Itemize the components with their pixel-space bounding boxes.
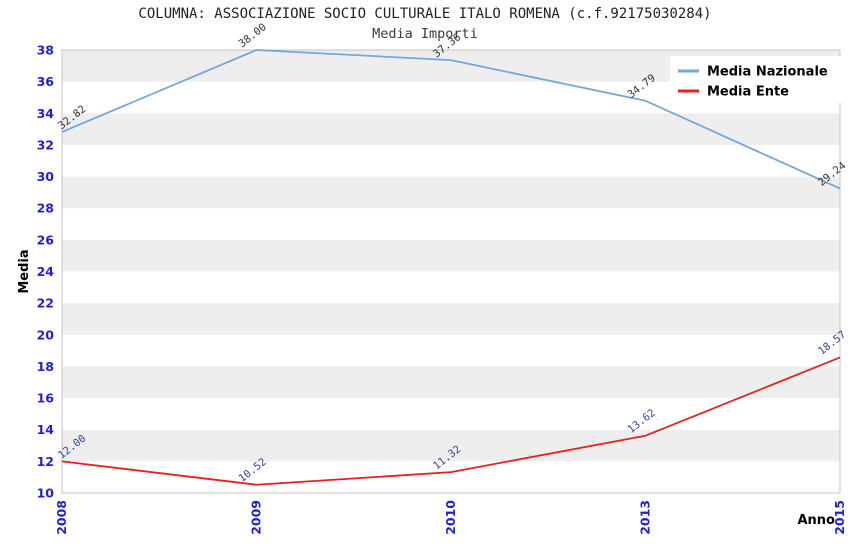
- series-line-media-ente: [61, 356, 841, 486]
- point-label: 38.00: [237, 21, 269, 50]
- legend-label-media-nazionale: Media Nazionale: [707, 65, 828, 80]
- legend-label-media-ente: Media Ente: [707, 85, 789, 100]
- x-tick-label: 2010: [443, 500, 458, 535]
- grid-band: [62, 461, 840, 493]
- grid-band: [62, 334, 840, 367]
- y-tick-label: 32: [37, 137, 54, 152]
- x-tick-label: 2015: [832, 500, 847, 535]
- y-tick-label: 30: [37, 169, 55, 184]
- y-tick-label: 24: [37, 264, 55, 279]
- y-tick-label: 12: [37, 454, 54, 469]
- grid-band: [62, 144, 840, 177]
- y-tick-label: 34: [37, 106, 55, 121]
- grid-band: [62, 113, 840, 145]
- legend-box: [670, 56, 850, 103]
- series-line-media-nazionale: [61, 49, 841, 190]
- grid-band: [62, 176, 840, 209]
- grid-band: [62, 271, 840, 304]
- y-axis-title: Media: [17, 249, 32, 293]
- y-tick-label: 10: [37, 486, 55, 501]
- grid-band: [62, 303, 840, 335]
- y-tick-label: 20: [37, 327, 55, 342]
- grid-band: [62, 208, 840, 240]
- y-tick-label: 36: [37, 74, 55, 89]
- chart-title: COLUMNA: ASSOCIAZIONE SOCIO CULTURALE IT…: [138, 6, 712, 22]
- grid-band: [62, 429, 840, 462]
- x-axis-title: Anno: [797, 513, 835, 528]
- y-tick-label: 18: [37, 359, 54, 374]
- x-tick-label: 2008: [54, 500, 69, 535]
- y-tick-label: 14: [37, 422, 55, 437]
- x-tick-label: 2009: [249, 500, 264, 535]
- grid-band: [62, 398, 840, 430]
- y-tick-label: 28: [37, 201, 54, 216]
- grid-band: [62, 366, 840, 399]
- y-tick-label: 26: [37, 232, 55, 247]
- chart-subtitle: Media Importi: [372, 26, 478, 42]
- y-tick-label: 38: [37, 43, 54, 58]
- y-tick-label: 22: [37, 296, 54, 311]
- grid-band: [62, 239, 840, 272]
- plot-frame: [61, 49, 841, 494]
- x-tick-label: 2013: [638, 500, 653, 535]
- y-tick-label: 16: [37, 391, 55, 406]
